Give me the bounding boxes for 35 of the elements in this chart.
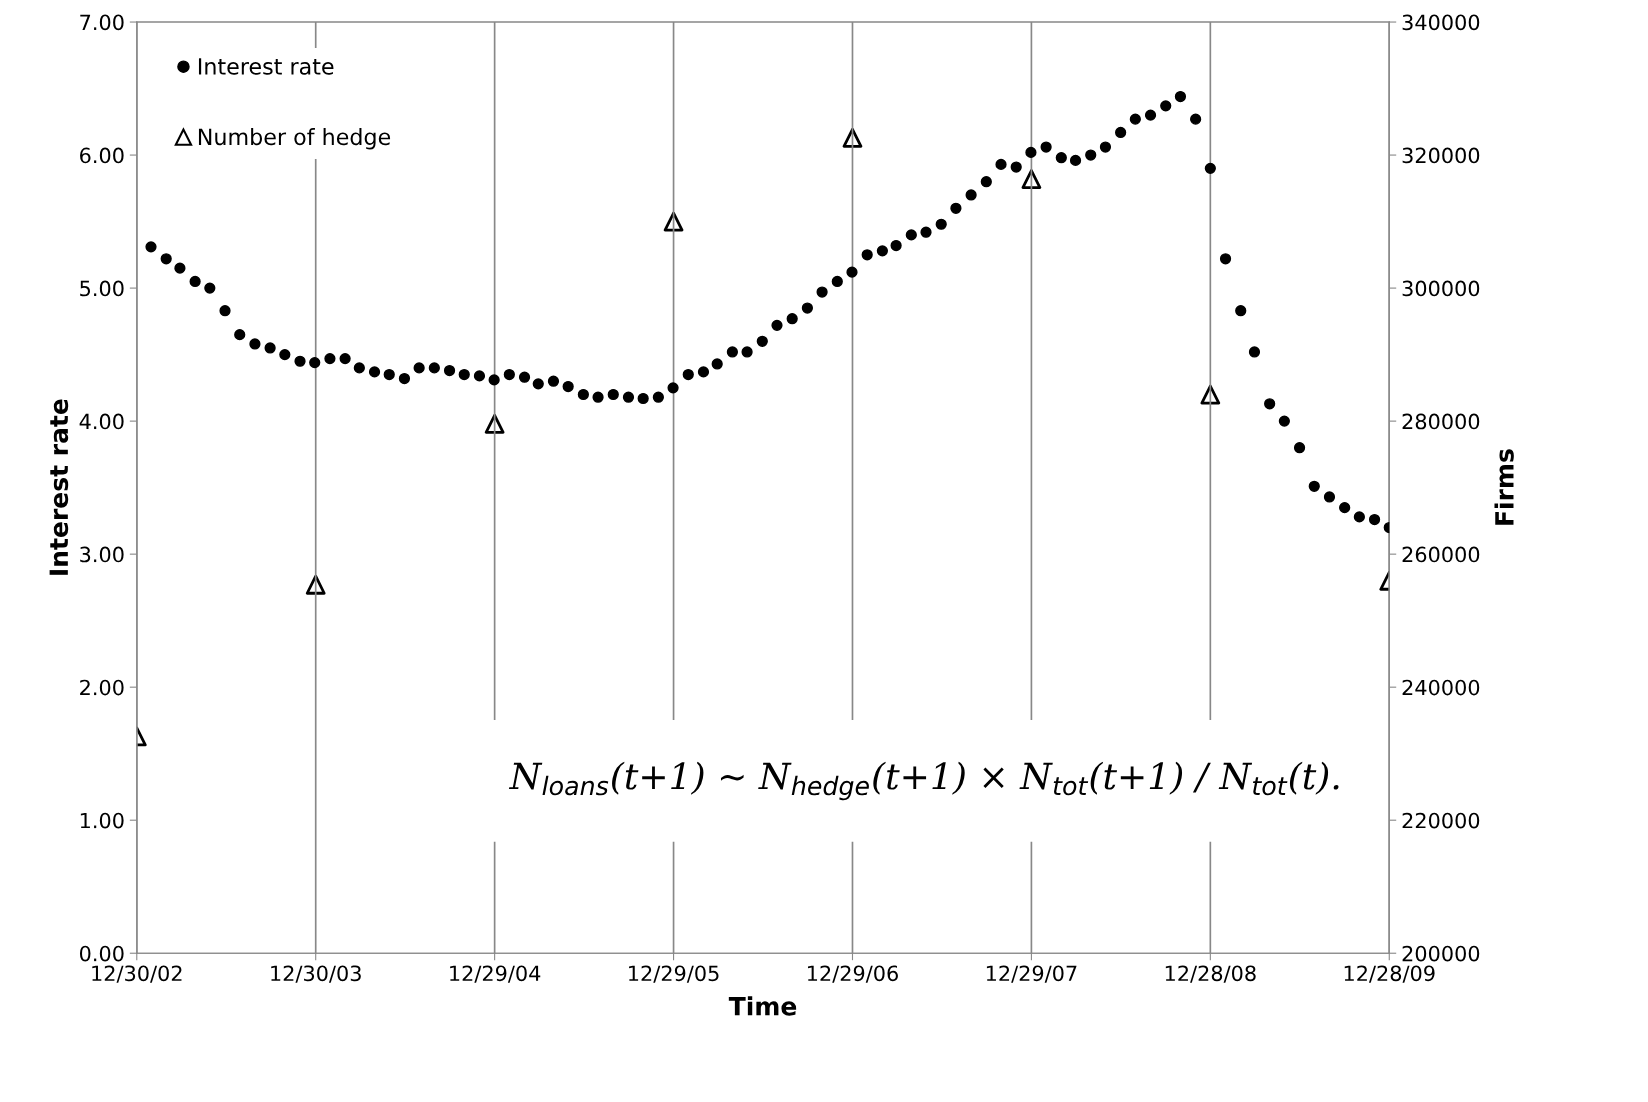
y-tick-label: 1.00 <box>80 812 124 829</box>
y2-tick-label: 320000 <box>1402 147 1480 164</box>
legend-label: Number of hedge <box>198 127 391 150</box>
y2-tick-label: 200000 <box>1402 945 1480 962</box>
point <box>1200 384 1221 405</box>
y2-tick-label: 260000 <box>1402 546 1480 563</box>
y-tick-label: 5.00 <box>80 280 124 297</box>
y2-tick-label: 220000 <box>1402 812 1480 829</box>
y-tick-label: 7.00 <box>80 14 124 31</box>
x-tick-label: 12/29/06 <box>807 965 898 983</box>
point <box>842 127 863 148</box>
y-tick-label: 4.00 <box>79 413 124 430</box>
y-tick-label: 3.00 <box>80 546 124 563</box>
y-tick-label: 6.00 <box>80 147 124 164</box>
point <box>484 413 505 434</box>
y2-axis-title: Firms <box>1494 449 1514 525</box>
x-tick-label: 12/28/09 <box>1344 965 1435 983</box>
text: N$_{loans}$(t+1) ~ N$_{hedge}$(t+1) × N$_{tot}$(t+1) / N$_{tot}$(t). <box>508 761 1339 801</box>
y2-tick-label: 240000 <box>1402 679 1480 696</box>
x-axis-title: Time <box>728 996 797 1016</box>
point <box>663 211 684 232</box>
y-axis-title: Interest rate <box>49 399 69 575</box>
y-tick-label: 0.00 <box>79 945 124 962</box>
point <box>1021 169 1042 189</box>
x-tick-label: 12/28/08 <box>1165 965 1256 983</box>
x-tick-label: 12/29/05 <box>629 965 719 983</box>
x-tick-label: 12/30/03 <box>271 965 361 983</box>
y-tick-label: 2.00 <box>80 679 124 696</box>
x-tick-label: 12/29/07 <box>986 965 1077 983</box>
x-tick-label: 12/30/02 <box>92 965 182 983</box>
y2-tick-label: 300000 <box>1402 280 1480 297</box>
legend-label: Interest rate <box>198 58 334 75</box>
y2-tick-label: 340000 <box>1402 14 1480 31</box>
x-tick-label: 12/29/04 <box>450 965 541 983</box>
y2-tick-label: 280000 <box>1402 413 1480 430</box>
